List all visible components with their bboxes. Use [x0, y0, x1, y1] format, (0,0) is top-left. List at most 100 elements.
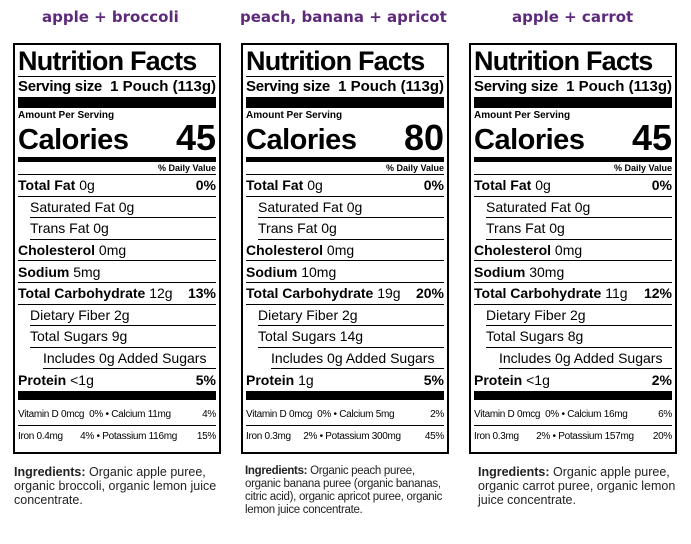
calories-value: 80 [403, 117, 444, 158]
saturated-fat-label: Saturated Fat 0g [258, 198, 363, 215]
sodium-amount: 10mg [301, 263, 337, 280]
total-fat-label: Total Fat [18, 177, 76, 194]
added-sugars-row: Includes 0g Added Sugars [43, 348, 216, 370]
sodium-label: Sodium [474, 263, 526, 280]
calories-value: 45 [175, 117, 216, 158]
vitamin-d-dv: 0% [317, 408, 332, 420]
ingredients-apple-carrot: Ingredients: Organic apple puree, organi… [478, 465, 678, 507]
protein-row: Protein <1g 2% [474, 369, 672, 391]
total-carbohydrate-dv: 13% [187, 285, 216, 302]
total-fat-dv: 0% [651, 177, 672, 194]
nutrition-facts-title: Nutrition Facts [246, 46, 425, 76]
ingredients-label: Ingredients: [14, 465, 86, 479]
sodium-amount: 30mg [529, 263, 565, 280]
added-sugars-row: Includes 0g Added Sugars [499, 348, 672, 370]
saturated-fat-label: Saturated Fat 0g [30, 198, 135, 215]
total-sugars-label: Total Sugars 14g [258, 328, 364, 345]
trans-fat-label: Trans Fat 0g [258, 220, 337, 237]
medium-divider [474, 157, 672, 162]
calories-row: Calories 45 [474, 120, 672, 156]
cholesterol-label: Cholesterol [246, 242, 324, 259]
cholesterol-row: Cholesterol 0mg [474, 240, 672, 262]
serving-size-label: Serving size [18, 78, 102, 95]
vitamin-row-2: Iron 0.3mg 2% • Potassium 300mg 45% [246, 426, 444, 447]
trans-fat-label: Trans Fat 0g [30, 220, 109, 237]
trans-fat-label: Trans Fat 0g [486, 220, 565, 237]
calories-label: Calories [474, 124, 585, 156]
daily-value-header: % Daily Value [18, 162, 216, 175]
serving-size-row: Serving size 1 Pouch (113g) [474, 76, 672, 95]
cholesterol-label: Cholesterol [474, 242, 552, 259]
total-carbohydrate-dv: 20% [415, 285, 444, 302]
sodium-label: Sodium [18, 263, 70, 280]
total-carbohydrate-dv: 12% [643, 285, 672, 302]
total-fat-dv: 0% [423, 177, 444, 194]
nutrition-facts-title: Nutrition Facts [18, 46, 197, 76]
total-fat-row: Total Fat 0g 0% [474, 175, 672, 197]
calories-row: Calories 80 [246, 117, 444, 158]
flavor-title-peach-banana-apricot: peach, banana + apricot [240, 8, 447, 26]
ingredients-text: Organic apple puree, organic carrot pure… [478, 465, 676, 507]
saturated-fat-row: Saturated Fat 0g [258, 197, 444, 219]
potassium-dv: 15% [196, 430, 216, 442]
calcium: • Calcium 5mg [333, 408, 395, 420]
nutrition-facts-panel-apple-carrot: Nutrition Facts Serving size 1 Pouch (11… [469, 43, 677, 454]
vitamin-row-2: Iron 0.3mg 2% • Potassium 157mg 20% [474, 426, 672, 447]
cholesterol-row: Cholesterol 0mg [246, 240, 444, 262]
calcium: • Calcium 16mg [561, 408, 628, 420]
serving-size-value: 1 Pouch (113g) [110, 78, 216, 95]
potassium: • Potassium 300mg [319, 430, 402, 442]
ingredients-label: Ingredients: [478, 465, 550, 479]
protein-dv: 5% [423, 372, 444, 389]
ingredients-text: Organic peach puree, organic banana pure… [245, 465, 443, 516]
thick-divider [246, 97, 444, 108]
total-sugars-label: Total Sugars 9g [30, 328, 128, 345]
protein-row: Protein 1g 5% [246, 369, 444, 391]
dietary-fiber-row: Dietary Fiber 2g [30, 305, 216, 327]
total-fat-row: Total Fat 0g 0% [246, 175, 444, 197]
saturated-fat-label: Saturated Fat 0g [486, 198, 591, 215]
total-fat-amount: 0g [79, 177, 95, 194]
added-sugars-label: Includes 0g Added Sugars [499, 350, 663, 367]
sodium-amount: 5mg [73, 263, 101, 280]
sodium-row: Sodium 5mg [18, 261, 216, 283]
calcium-dv: 2% [430, 408, 444, 420]
added-sugars-label: Includes 0g Added Sugars [271, 350, 435, 367]
protein-label: Protein [474, 372, 523, 389]
serving-size-row: Serving size 1 Pouch (113g) [246, 76, 444, 95]
protein-amount: <1g [70, 372, 94, 389]
serving-size-value: 1 Pouch (113g) [338, 78, 444, 95]
added-sugars-label: Includes 0g Added Sugars [43, 350, 207, 367]
vitamin-row-1: Vitamin D 0mcg 0% • Calcium 5mg 2% [246, 404, 444, 426]
total-carbohydrate-row: Total Carbohydrate 19g 20% [246, 283, 444, 305]
medium-divider [246, 157, 444, 162]
cholesterol-row: Cholesterol 0mg [18, 240, 216, 262]
dietary-fiber-label: Dietary Fiber 2g [486, 306, 586, 323]
nutrition-facts-panel-apple-broccoli: Nutrition Facts Serving size 1 Pouch (11… [13, 43, 221, 454]
thick-divider [474, 390, 672, 400]
serving-size-label: Serving size [474, 78, 558, 95]
iron: Iron 0.3mg [474, 430, 519, 442]
vitamin-d: Vitamin D 0mcg [246, 408, 313, 420]
total-fat-amount: 0g [307, 177, 323, 194]
daily-value-header: % Daily Value [246, 162, 444, 175]
ingredients-apple-broccoli: Ingredients: Organic apple puree, organi… [14, 465, 229, 507]
protein-amount: <1g [526, 372, 550, 389]
nutrition-facts-panel-peach-banana-apricot: Nutrition Facts Serving size 1 Pouch (11… [241, 43, 449, 454]
cholesterol-amount: 0mg [98, 242, 127, 259]
total-carbohydrate-amount: 11g [605, 285, 628, 302]
protein-amount: 1g [298, 372, 314, 389]
ingredients-text: Organic apple puree, organic broccoli, o… [14, 465, 217, 507]
thick-divider [18, 97, 216, 108]
protein-row: Protein <1g 5% [18, 369, 216, 391]
calories-label: Calories [246, 124, 357, 156]
protein-label: Protein [246, 372, 295, 389]
total-fat-amount: 0g [535, 177, 551, 194]
potassium: • Potassium 157mg [552, 430, 635, 442]
medium-divider [18, 157, 216, 162]
thick-divider [18, 390, 216, 400]
dietary-fiber-label: Dietary Fiber 2g [258, 306, 358, 323]
saturated-fat-row: Saturated Fat 0g [486, 197, 672, 219]
total-carbohydrate-label: Total Carbohydrate [474, 285, 602, 302]
calories-row: Calories 45 [18, 117, 216, 158]
